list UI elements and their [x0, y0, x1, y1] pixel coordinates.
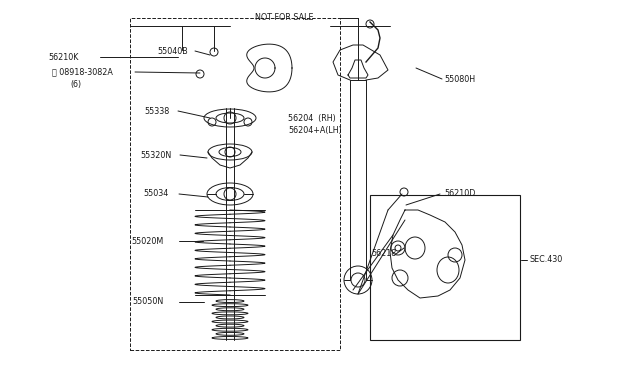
Bar [130, 18, 340, 350]
Text: 55080H: 55080H [444, 74, 475, 83]
Text: 55050N: 55050N [132, 298, 163, 307]
Text: 55338: 55338 [144, 106, 169, 115]
Text: 55320N: 55320N [140, 151, 172, 160]
Text: NOT FOR SALE: NOT FOR SALE [255, 13, 314, 22]
Text: 56210D: 56210D [444, 189, 476, 199]
Text: (6): (6) [70, 80, 81, 90]
Text: 55020M: 55020M [131, 237, 163, 246]
Text: Ⓝ 08918-3082A: Ⓝ 08918-3082A [52, 67, 113, 77]
Text: 56210K: 56210K [48, 52, 78, 61]
Text: 56204  (RH): 56204 (RH) [288, 113, 336, 122]
Bar [370, 195, 520, 340]
Text: 56218: 56218 [371, 250, 396, 259]
Text: SEC.430: SEC.430 [529, 256, 563, 264]
Text: 56204+A(LH): 56204+A(LH) [288, 125, 342, 135]
Text: 55040B: 55040B [157, 46, 188, 55]
Text: 55034: 55034 [143, 189, 168, 199]
